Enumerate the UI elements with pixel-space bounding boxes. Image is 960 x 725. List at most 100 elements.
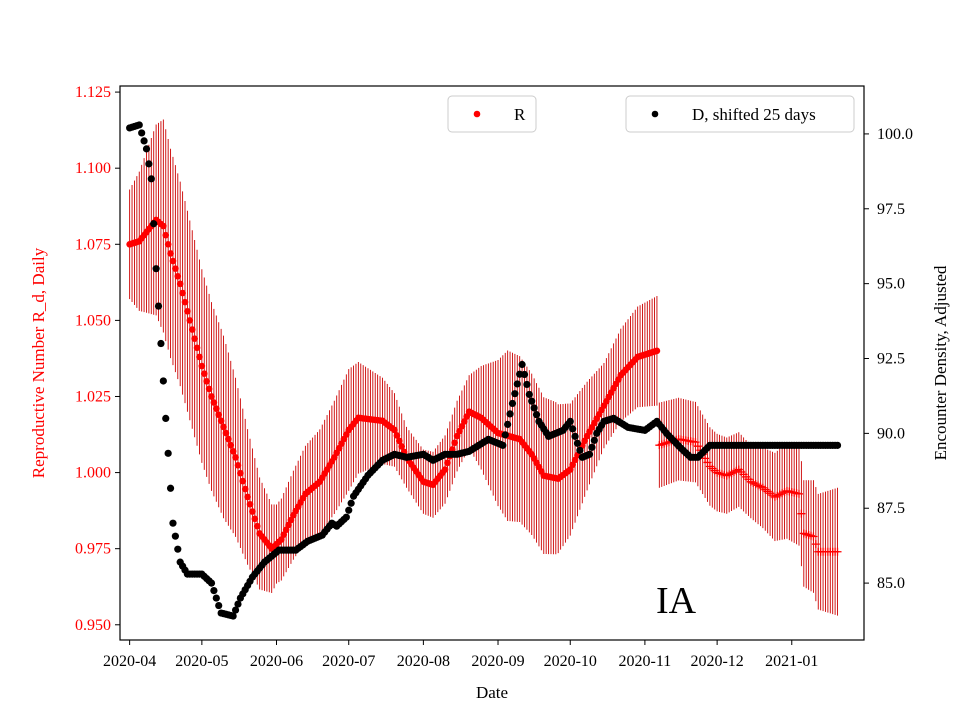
r-point <box>213 405 220 412</box>
d-point <box>342 513 350 521</box>
d-point <box>585 450 594 458</box>
r-point <box>237 469 244 477</box>
r-point <box>222 429 230 437</box>
y-right-tick-label: 90.0 <box>877 425 905 442</box>
y-left-tick-label: 1.100 <box>75 160 111 177</box>
d-point <box>345 506 353 514</box>
d-point <box>518 360 526 369</box>
d-point <box>528 397 536 405</box>
r-point <box>833 547 842 556</box>
r-point <box>241 485 249 493</box>
y-right-tick-label: 92.5 <box>877 351 905 368</box>
d-point <box>573 439 582 447</box>
d-point <box>164 449 172 457</box>
r-point <box>441 466 449 473</box>
d-point <box>231 606 240 614</box>
d-point <box>532 411 541 419</box>
r-point <box>169 257 177 265</box>
d-point <box>159 377 167 385</box>
d-point <box>588 443 596 451</box>
d-point <box>142 145 151 153</box>
d-point <box>174 545 182 553</box>
d-point <box>229 612 237 620</box>
r-point <box>200 370 208 377</box>
r-point <box>208 393 215 400</box>
r-series-points <box>126 216 842 556</box>
r-point <box>287 516 295 524</box>
r-point <box>278 536 285 543</box>
d-point <box>140 137 148 145</box>
y-left-tick-label: 1.075 <box>75 236 111 253</box>
d-point <box>590 436 598 444</box>
d-point <box>171 532 179 540</box>
r-point <box>285 521 292 529</box>
r-point <box>691 438 700 447</box>
x-tick-label: 2020-08 <box>397 653 450 670</box>
r-point <box>280 531 288 538</box>
x-tick-label: 2020-11 <box>619 653 672 670</box>
y-right-tick-label: 87.5 <box>877 500 905 517</box>
r-point <box>703 458 712 467</box>
r-point <box>693 442 702 451</box>
x-axis-label: Date <box>476 683 508 702</box>
legend-r-marker <box>473 110 481 118</box>
r-point <box>239 477 247 485</box>
r-point <box>164 240 172 248</box>
y-axis-left: 0.950 0.975 1.000 1.025 1.050 1.075 1.100 1.125 <box>75 84 120 634</box>
d-point <box>157 339 165 348</box>
d-point <box>508 399 517 408</box>
r-point <box>249 508 256 515</box>
r-point <box>398 443 406 450</box>
d-point <box>215 601 223 610</box>
d-point <box>513 380 521 388</box>
r-point <box>174 272 182 280</box>
r-point <box>653 347 661 355</box>
r-point <box>232 454 239 461</box>
legend-r: R <box>447 95 537 133</box>
r-point <box>253 522 261 530</box>
x-tick-label: 2020-09 <box>471 653 524 670</box>
r-point <box>461 418 468 425</box>
y-left-tick-label: 1.125 <box>75 84 111 101</box>
r-point <box>205 385 213 393</box>
d-point <box>234 600 242 608</box>
d-point <box>162 414 170 422</box>
d-point <box>511 390 519 398</box>
r-point <box>193 344 201 352</box>
r-point <box>184 307 191 315</box>
d-point <box>145 160 153 168</box>
y-left-tick-label: 1.050 <box>75 312 111 329</box>
r-point <box>244 493 251 501</box>
y-left-tick-label: 0.950 <box>75 617 111 634</box>
x-tick-label: 2021-01 <box>765 653 818 670</box>
d-point <box>566 417 574 425</box>
y-right-tick-label: 97.5 <box>877 201 905 218</box>
d-point <box>154 302 163 310</box>
r-point <box>393 432 401 439</box>
legend-d-marker <box>651 110 659 118</box>
r-point <box>251 515 259 523</box>
legend-r-frame <box>447 95 537 133</box>
d-point <box>135 121 143 129</box>
y-left-tick-label: 1.000 <box>75 465 111 482</box>
d-point <box>150 220 158 228</box>
d-point <box>833 441 842 449</box>
y-right-tick-label: 95.0 <box>877 276 905 293</box>
plot-frame <box>119 85 865 641</box>
r-point <box>172 265 179 272</box>
y-right-tick-label: 85.0 <box>877 575 905 592</box>
x-tick-label: 2020-06 <box>250 653 303 670</box>
d-point <box>520 370 529 379</box>
legend-r-label: R <box>514 105 526 124</box>
d-point <box>576 446 584 454</box>
d-point <box>571 432 579 440</box>
r-point <box>701 454 710 463</box>
r-point <box>181 298 189 306</box>
y-left-tick-label: 0.975 <box>75 541 111 558</box>
legend-d: D, shifted 25 days <box>625 95 855 133</box>
r-point <box>215 411 223 419</box>
legend-d-frame <box>625 95 855 133</box>
r-point <box>188 326 196 333</box>
d-point <box>207 579 216 587</box>
